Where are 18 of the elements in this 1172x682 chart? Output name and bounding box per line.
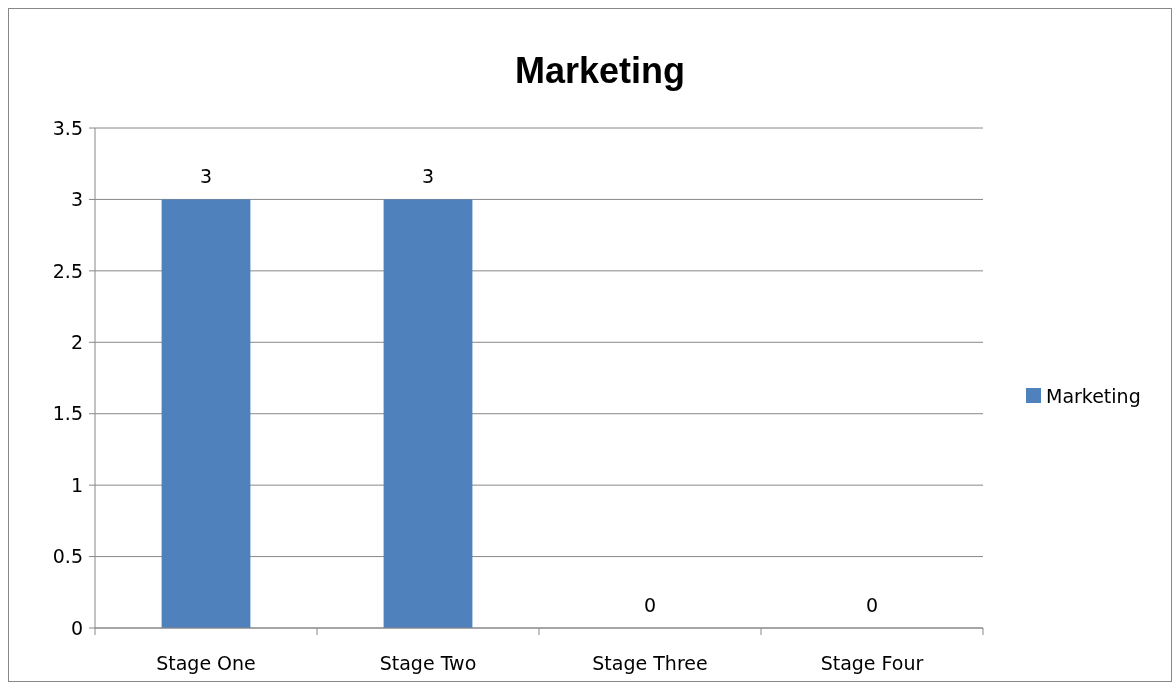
chart-title: Marketing	[514, 50, 686, 91]
x-tick-label: Stage Two	[379, 652, 477, 674]
y-tick-label: 0	[70, 616, 83, 639]
y-tick-label: 1.5	[52, 402, 83, 425]
y-tick-label: 3	[70, 188, 83, 211]
x-tick-label: Stage Three	[592, 652, 708, 674]
x-tick-label: Stage Four	[820, 652, 924, 674]
x-tick-label: Stage One	[156, 652, 256, 674]
data-label: 0	[865, 594, 879, 616]
data-label: 0	[643, 594, 657, 616]
y-tick-label: 0.5	[52, 545, 83, 568]
y-tick-label: 1	[70, 473, 83, 496]
y-tick-label: 3.5	[52, 116, 83, 139]
y-tick-label: 2.5	[52, 259, 83, 282]
data-label: 3	[421, 165, 435, 188]
data-label: 3	[199, 165, 213, 188]
legend-label: Marketing	[1046, 384, 1141, 407]
y-tick-label: 2	[70, 330, 83, 353]
